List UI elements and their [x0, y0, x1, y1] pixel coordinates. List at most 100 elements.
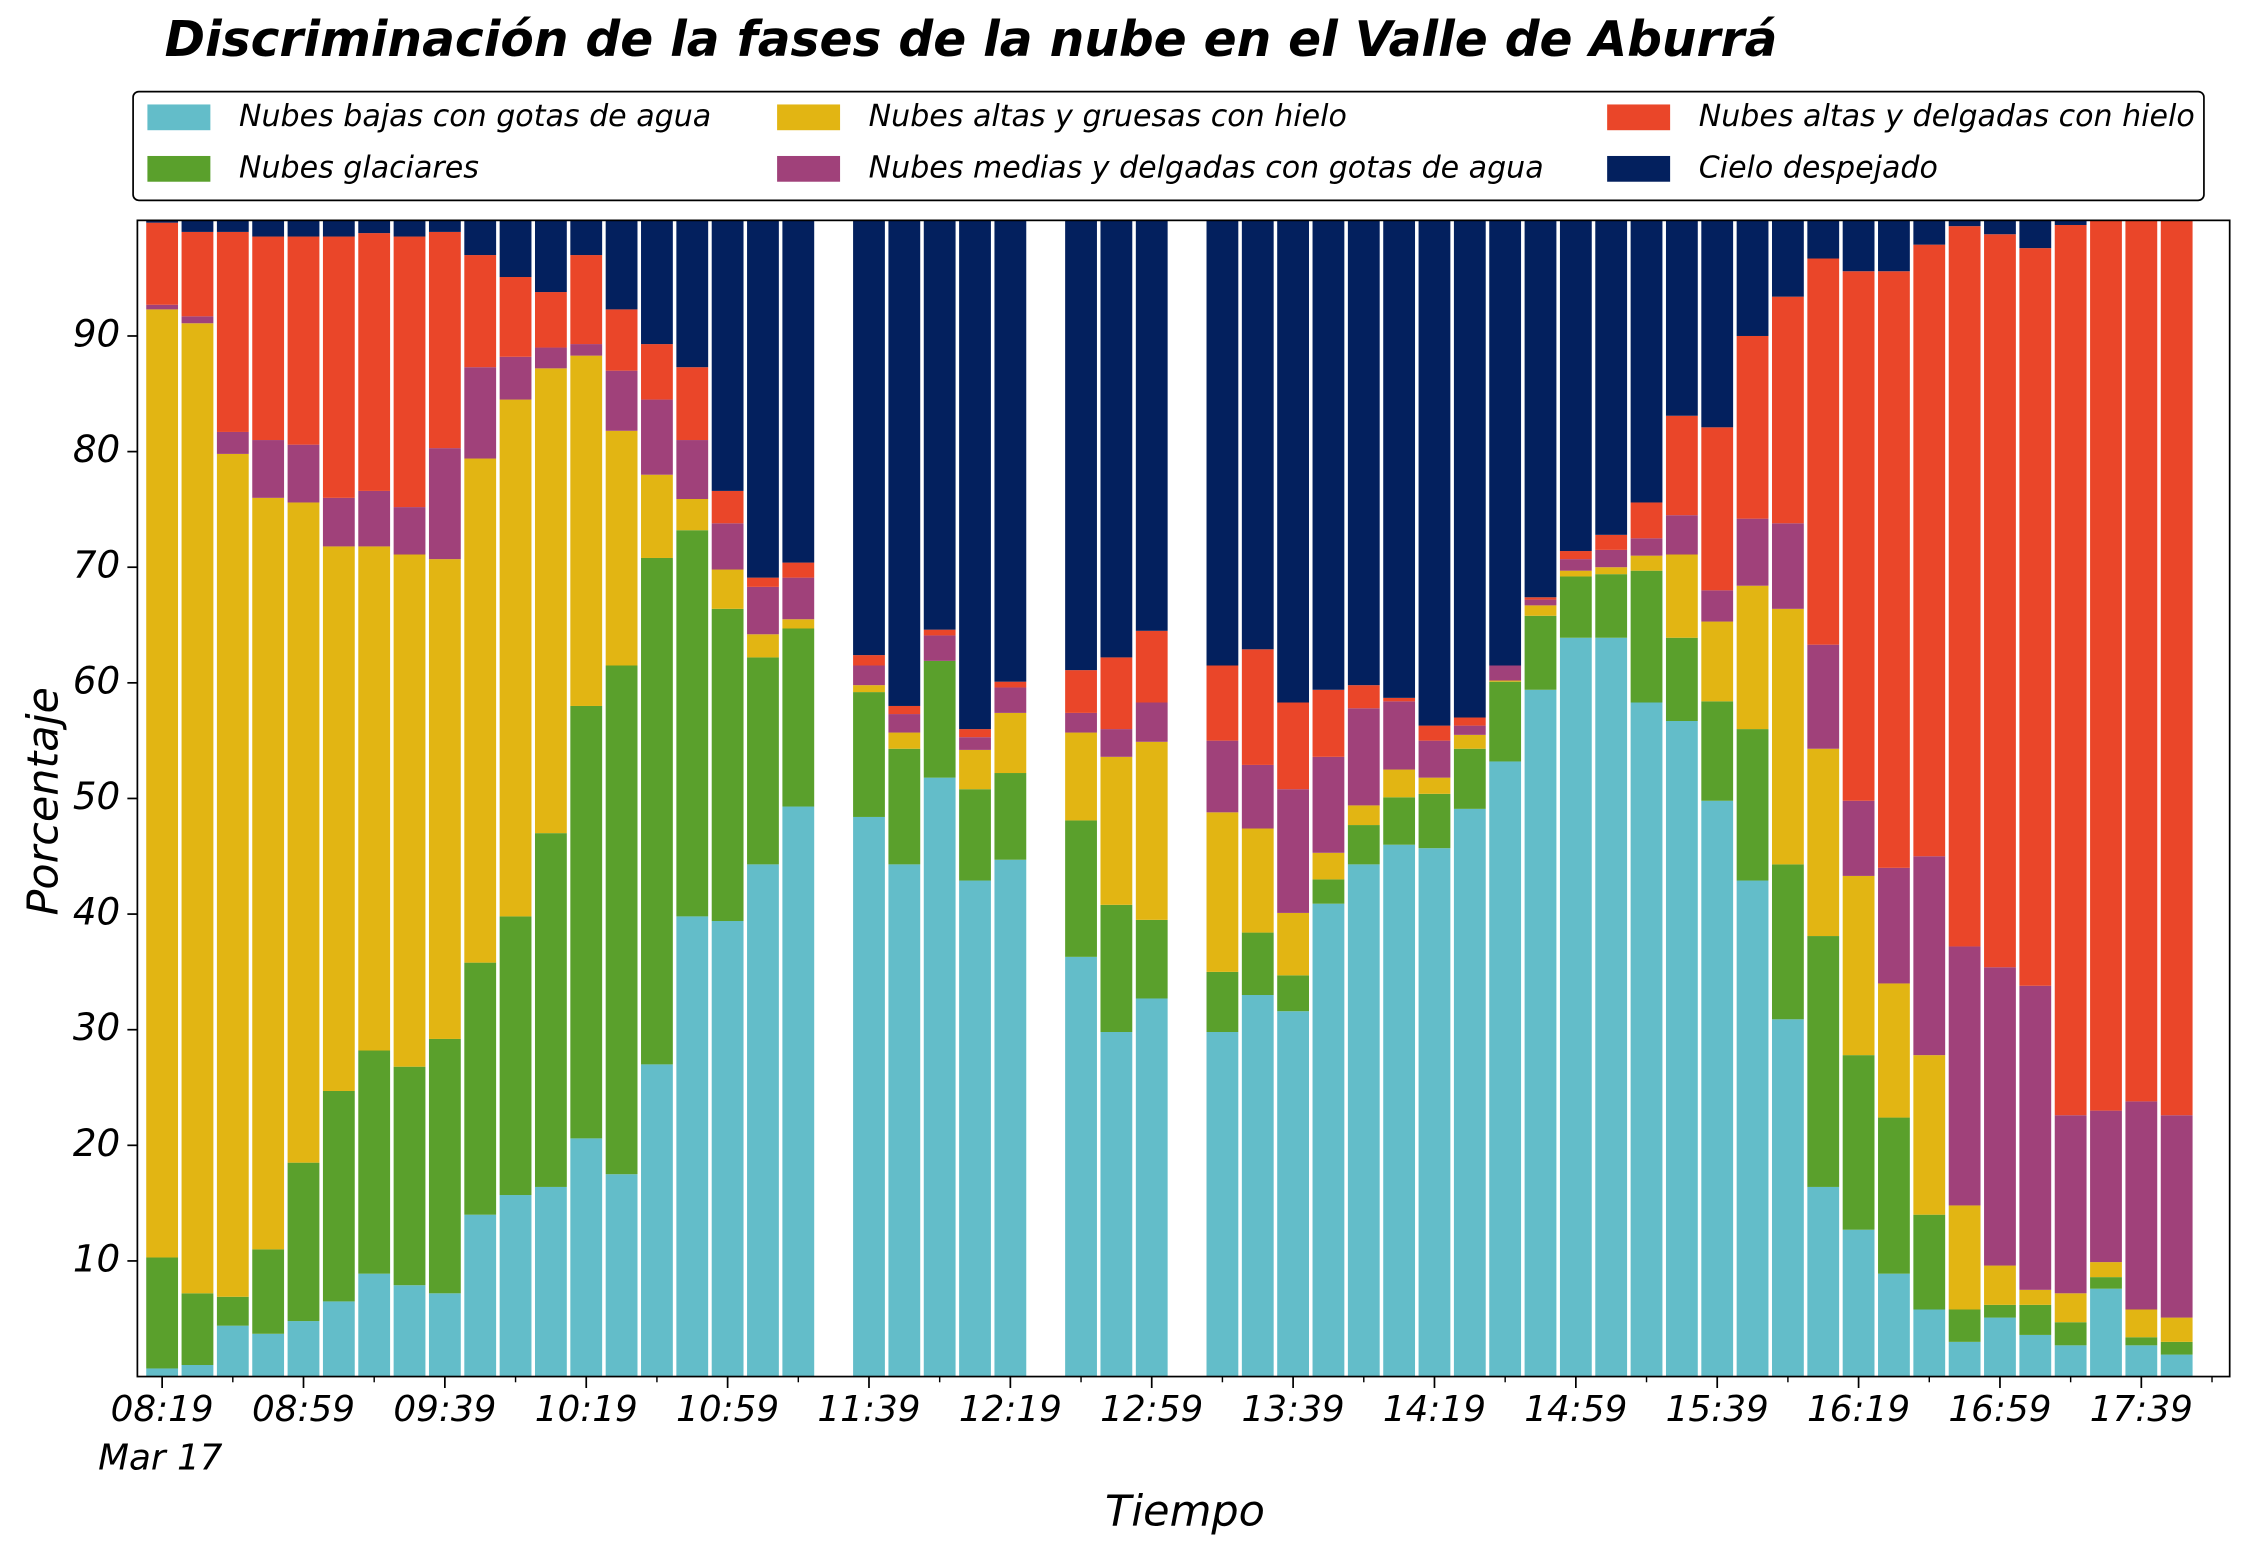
- bar-segment: [2090, 1288, 2122, 1377]
- y-tick-label: 70: [73, 543, 120, 587]
- x-tick-label: 17:39: [2090, 1389, 2193, 1430]
- bar-segment: [1771, 220, 1804, 297]
- bar-segment: [181, 1364, 214, 1377]
- bar-segment: [499, 356, 532, 400]
- bar-segment: [1277, 702, 1310, 790]
- bar-segment: [1984, 220, 2016, 235]
- bar-segment: [1948, 220, 1981, 227]
- bar-segment: [1065, 820, 1097, 957]
- bar-segment: [1736, 729, 1769, 881]
- bar-segment: [287, 220, 320, 237]
- bar-segment: [393, 236, 426, 508]
- bar-segment: [1948, 946, 1981, 1206]
- bar-segment: [322, 497, 355, 547]
- x-axis-label: Tiempo: [1105, 1486, 1265, 1536]
- legend-swatch: [147, 104, 211, 131]
- bar-segment: [676, 530, 709, 917]
- legend-swatch: [777, 104, 841, 131]
- x-tick-label: 09:39: [393, 1389, 496, 1430]
- bar-segment: [252, 497, 285, 1250]
- bar-segment: [1878, 867, 1910, 984]
- bar-segment: [146, 1368, 179, 1377]
- bar-segment: [2054, 1293, 2087, 1323]
- bar-segment: [1453, 717, 1486, 726]
- bar-segment: [1878, 983, 1910, 1118]
- bar-segment: [1984, 967, 2016, 1266]
- bar-segment: [1665, 515, 1698, 555]
- bar-segment: [1984, 1304, 2016, 1318]
- bar-segment: [1736, 585, 1769, 730]
- bar-segment: [393, 507, 426, 555]
- bar-segment: [747, 634, 779, 658]
- bar-segment: [181, 220, 214, 232]
- bar-segment: [181, 323, 214, 1294]
- bar-segment: [1630, 220, 1663, 503]
- bar-segment: [1771, 608, 1804, 865]
- bar-segment: [1913, 1214, 1946, 1310]
- bar-segment: [711, 523, 744, 570]
- bar-segment: [2160, 1115, 2193, 1318]
- bar-segment: [2019, 985, 2052, 1290]
- bar-segment: [2054, 224, 2087, 1116]
- bar-segment: [1948, 1341, 1981, 1377]
- bar-segment: [676, 220, 709, 368]
- bar-segment: [393, 220, 426, 237]
- bar-segment: [1383, 220, 1416, 698]
- x-tick-label: 10:59: [676, 1389, 779, 1430]
- bar-segment: [853, 665, 885, 686]
- x-tick-label: 11:39: [817, 1389, 920, 1430]
- bar-segment: [711, 220, 744, 491]
- legend-label: Cielo despejado: [1699, 150, 1938, 185]
- bar-segment: [216, 220, 249, 232]
- bar-segment: [994, 859, 1027, 1377]
- bar-segment: [2054, 1345, 2087, 1377]
- bar-segment: [711, 921, 744, 1377]
- bar-segment: [1665, 415, 1698, 516]
- bar-segment: [1453, 725, 1486, 735]
- bar-segment: [1135, 919, 1168, 999]
- bar-segment: [1736, 518, 1769, 586]
- bar-segment: [1489, 665, 1522, 681]
- bar-segment: [287, 502, 320, 1163]
- bar-segment: [499, 1195, 532, 1377]
- bar-segment: [393, 554, 426, 1067]
- bar-segment: [1100, 756, 1133, 905]
- bar-segment: [1524, 597, 1557, 600]
- bar-segment: [1347, 805, 1380, 826]
- bar-segment: [216, 1325, 249, 1377]
- bar-segment: [2160, 1317, 2193, 1342]
- bar-segment: [888, 732, 921, 749]
- bar-segment: [1277, 975, 1310, 1012]
- bar-segment: [1100, 657, 1133, 730]
- bar-segment: [1559, 570, 1592, 577]
- bar-segment: [428, 1038, 461, 1294]
- bar-segment: [641, 399, 673, 475]
- bar-segment: [1842, 875, 1875, 1056]
- bar-segment: [747, 657, 779, 865]
- bar-segment: [1524, 599, 1557, 606]
- bar-segment: [2125, 1101, 2158, 1310]
- bar-segment: [2019, 220, 2052, 249]
- chart-title: Discriminación de la fases de la nube en…: [165, 12, 1778, 68]
- bar-segment: [2054, 220, 2087, 225]
- bar-segment: [1206, 1032, 1239, 1377]
- bar-segment: [1277, 220, 1310, 703]
- bar-segment: [923, 660, 956, 778]
- bar-segment: [216, 453, 249, 1297]
- bar-segment: [1312, 220, 1345, 690]
- bar-segment: [641, 474, 673, 558]
- bar-segment: [1135, 630, 1168, 703]
- bar-segment: [1807, 258, 1840, 645]
- y-tick-label: 10: [73, 1236, 120, 1280]
- bar-segment: [1100, 904, 1133, 1033]
- bar-segment: [322, 1090, 355, 1302]
- bar-segment: [747, 586, 779, 635]
- bar-segment: [605, 665, 638, 1175]
- bar-segment: [464, 255, 497, 368]
- bar-segment: [1206, 665, 1239, 741]
- bar-segment: [534, 368, 567, 834]
- bar-segment: [1489, 680, 1522, 682]
- bar-segment: [1312, 903, 1345, 1377]
- x-tick-label: 14:59: [1524, 1389, 1627, 1430]
